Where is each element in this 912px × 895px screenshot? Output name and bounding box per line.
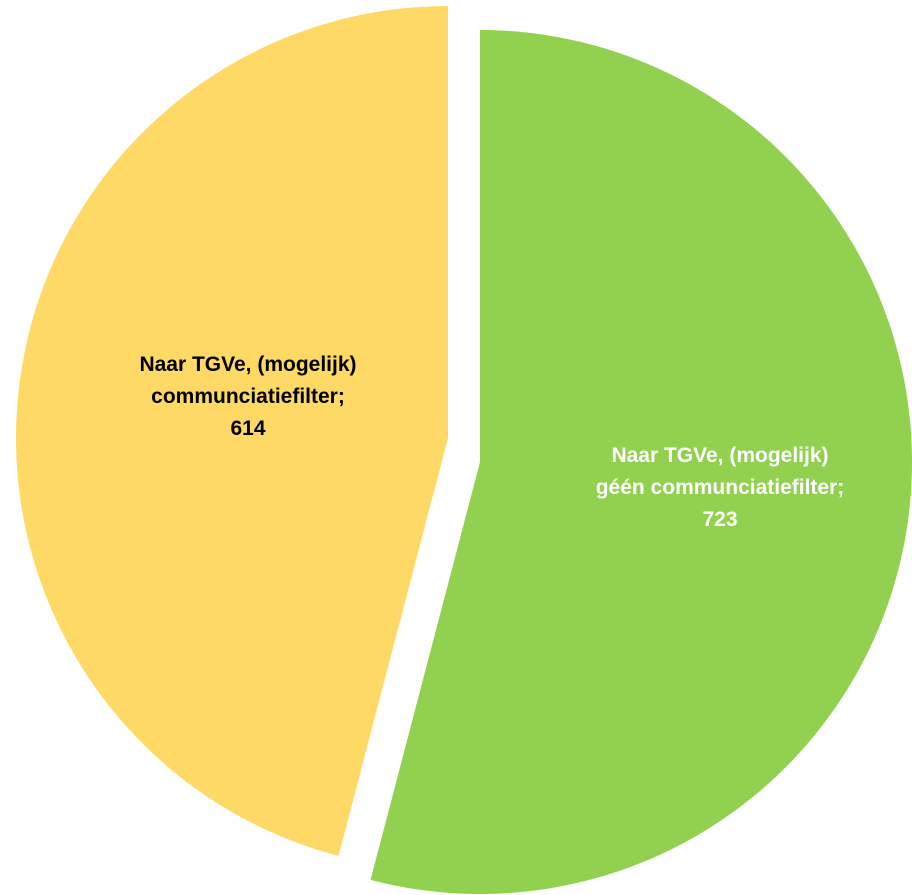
- pie-slice-0: [370, 30, 912, 894]
- slice-label-geen-filter: Naar TGVe, (mogelijk) géén communciatief…: [555, 440, 885, 536]
- slice-value-label: 614: [230, 417, 266, 440]
- slice-label-filter: Naar TGVe, (mogelijk) communciatiefilter…: [83, 349, 413, 445]
- slice-label-line: communciatiefilter;: [151, 385, 345, 408]
- slice-label-line: Naar TGVe, (mogelijk): [611, 444, 829, 467]
- slice-label-line: Naar TGVe, (mogelijk): [139, 353, 357, 376]
- pie-slice-1: [15, 6, 448, 856]
- slice-value-label: 723: [702, 508, 738, 531]
- slice-label-line: géén communciatiefilter;: [595, 476, 845, 499]
